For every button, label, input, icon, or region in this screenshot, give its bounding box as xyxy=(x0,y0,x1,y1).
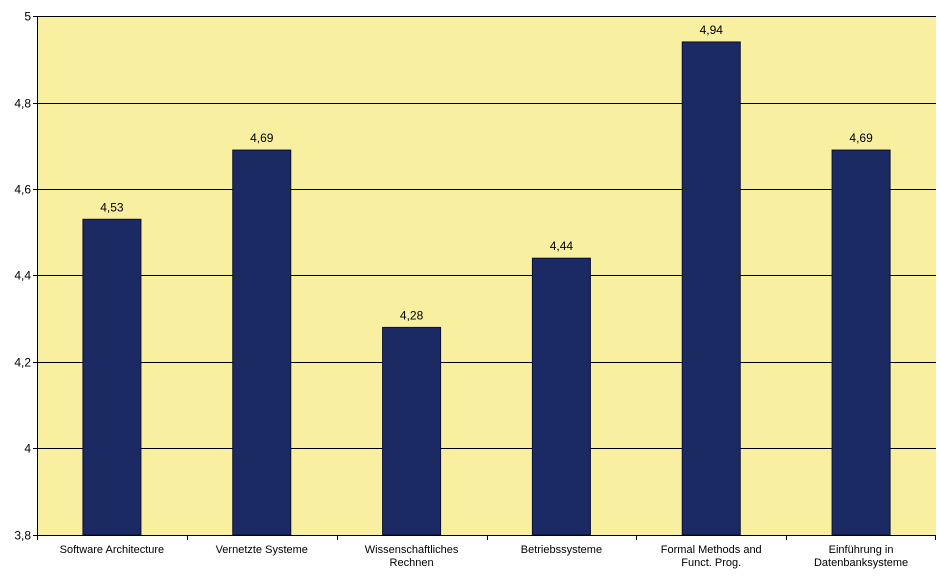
bar xyxy=(681,41,741,536)
x-category-label: Einführung in Datenbanksysteme xyxy=(814,544,908,569)
x-category-label: Software Architecture xyxy=(60,544,165,556)
y-tick-label: 4,8 xyxy=(14,97,31,111)
data-labels: 4,53 4,69 4,28 4,44 4,94 4,69 xyxy=(100,23,873,322)
bar xyxy=(82,218,142,536)
bar xyxy=(531,257,591,536)
bar xyxy=(382,326,442,536)
x-category-label: Vernetzte Systeme xyxy=(216,544,308,556)
bar xyxy=(831,149,891,536)
y-tick-label: 4,6 xyxy=(14,183,31,197)
data-label: 4,69 xyxy=(250,131,274,145)
y-tick-label: 4,2 xyxy=(14,356,31,370)
x-category-label: Formal Methods and Funct. Prog. xyxy=(661,544,762,569)
bar xyxy=(232,149,292,536)
x-axis: Software Architecture Vernetzte Systeme Wi… xyxy=(37,535,936,569)
data-label: 4,94 xyxy=(700,23,724,37)
x-category-label: Wissenschaftliches Rechnen xyxy=(365,544,459,569)
y-tick-label: 4,4 xyxy=(14,269,31,283)
data-label: 4,28 xyxy=(400,308,424,322)
y-tick-label: 4 xyxy=(24,442,31,456)
x-category-label: Betriebssysteme xyxy=(521,544,602,556)
data-label: 4,69 xyxy=(849,131,873,145)
y-tick-label: 3,8 xyxy=(14,529,31,543)
data-label: 4,44 xyxy=(550,239,574,253)
y-tick-label: 5 xyxy=(24,10,31,24)
y-axis: 3,8 4 4,2 4,4 4,6 4,8 5 xyxy=(14,10,38,543)
data-label: 4,53 xyxy=(100,200,124,214)
bars xyxy=(82,41,891,536)
